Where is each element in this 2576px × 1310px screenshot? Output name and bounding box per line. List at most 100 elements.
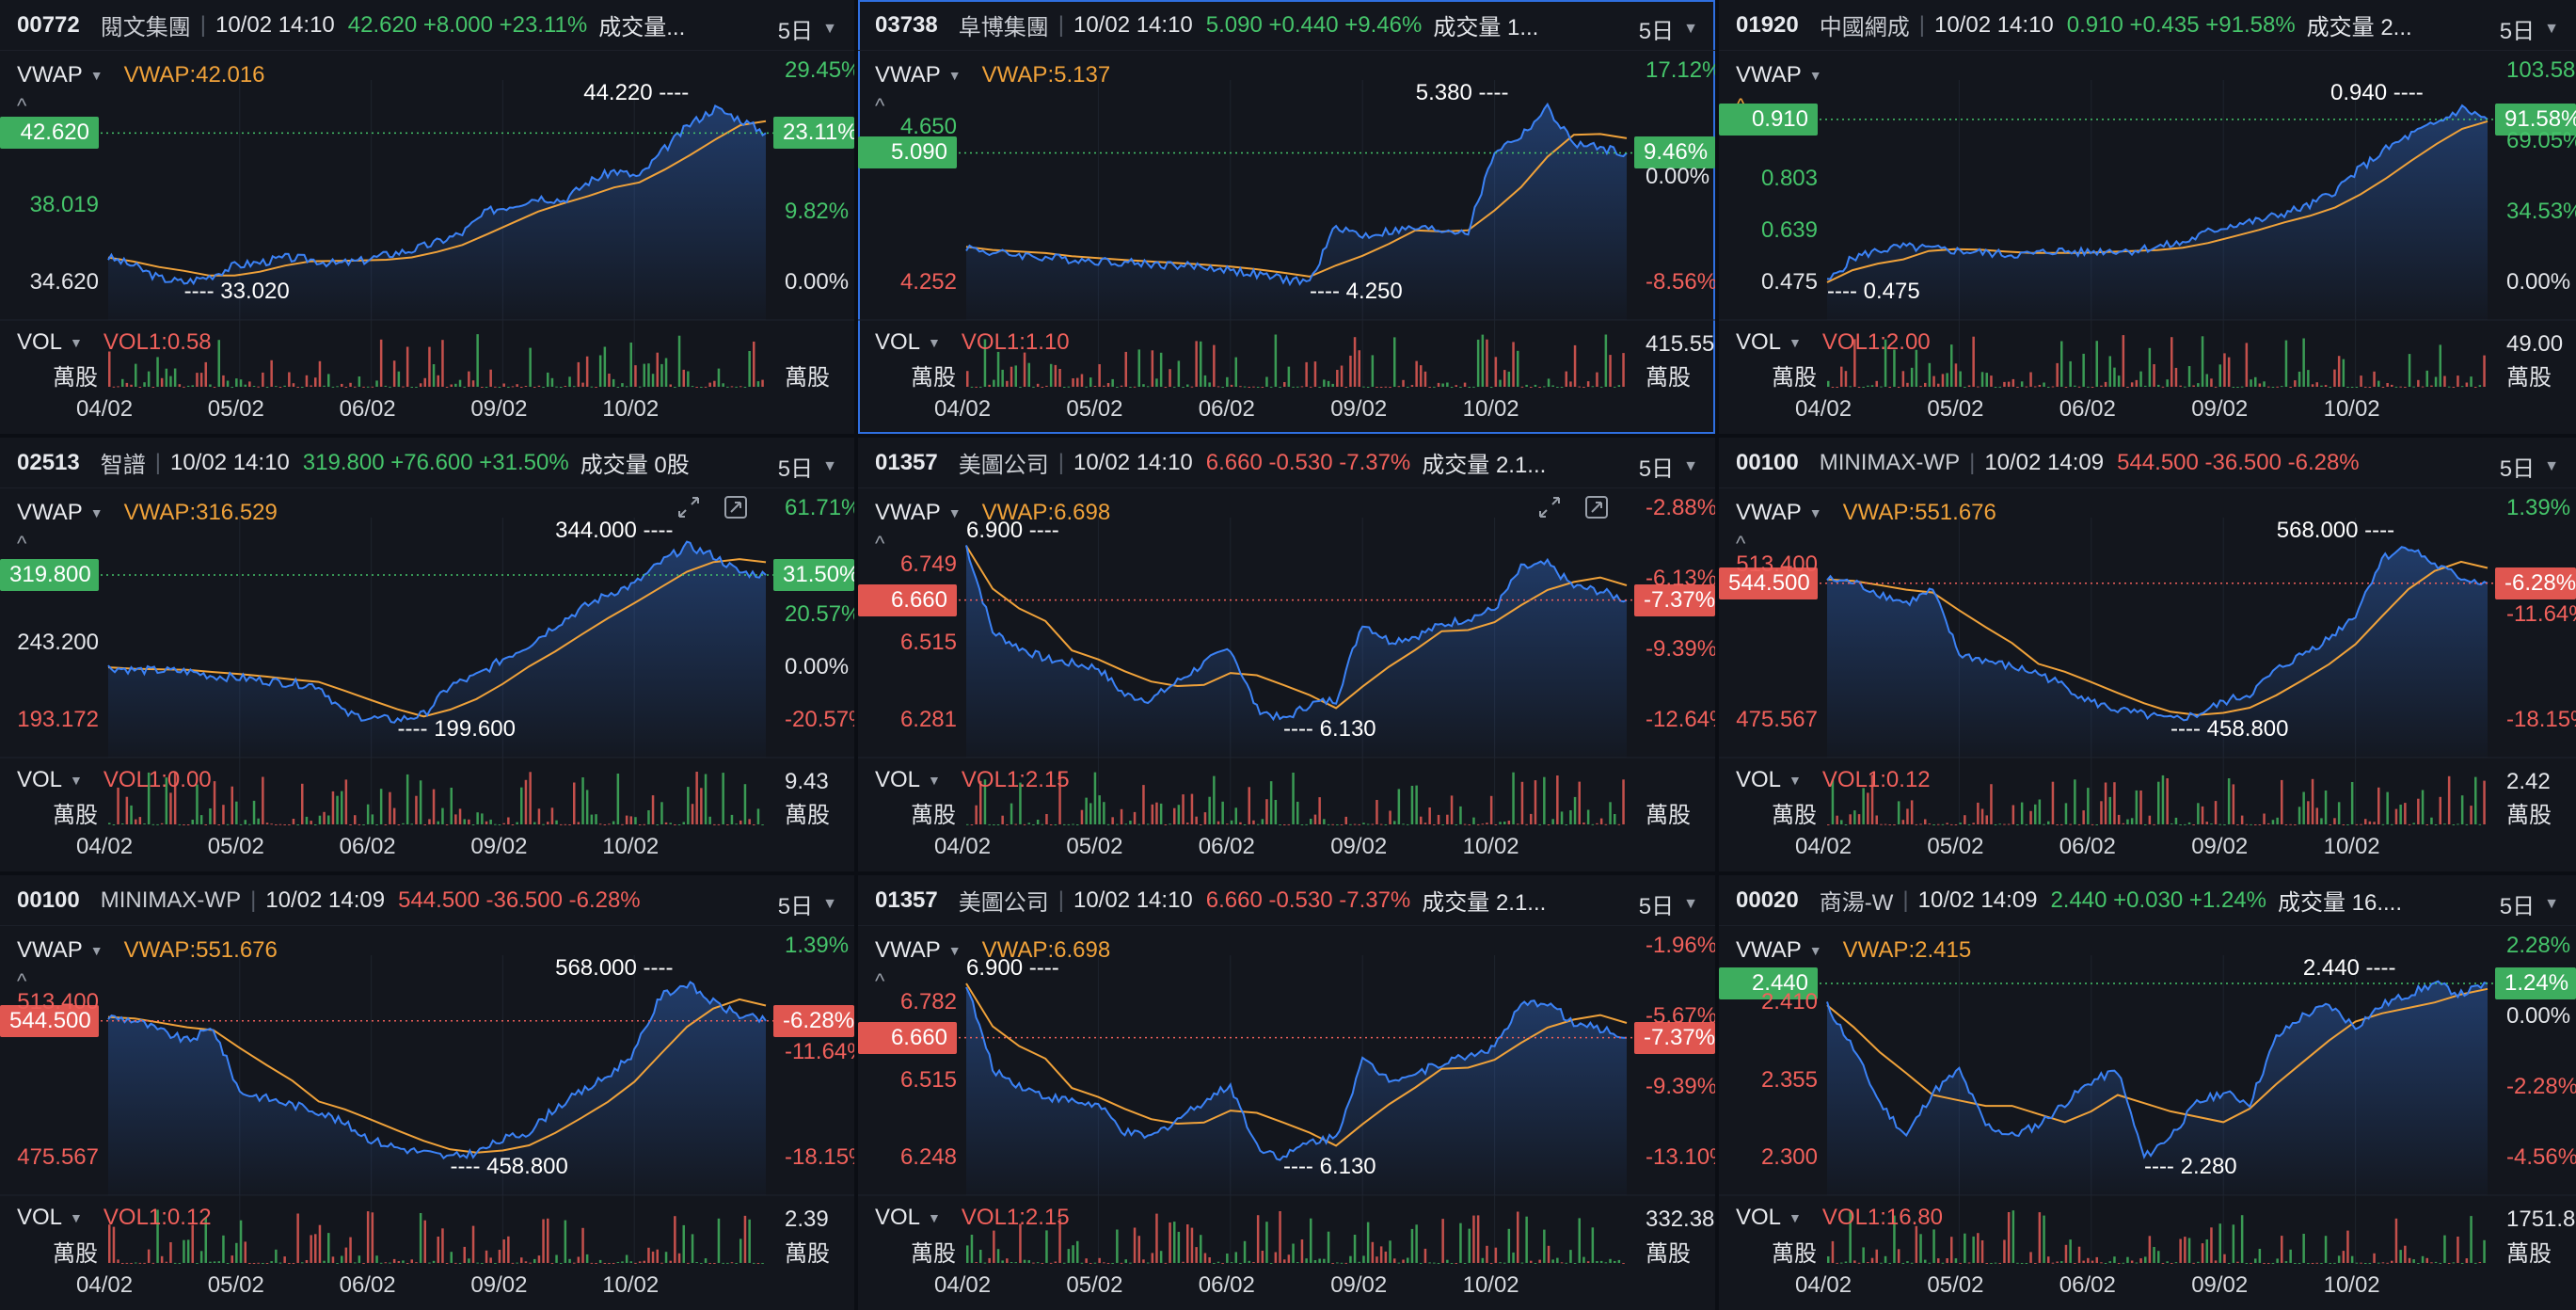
price-chart[interactable] — [1719, 0, 2576, 434]
stock-code[interactable]: 01357 — [875, 887, 938, 913]
expand-arrows-icon[interactable] — [1536, 494, 1563, 520]
expand-arrows-icon[interactable] — [676, 494, 702, 520]
stock-code[interactable]: 00100 — [17, 887, 80, 913]
collapse-icon[interactable]: ^ — [1736, 532, 1746, 555]
volume-bar — [1006, 1258, 1009, 1263]
vwap-indicator[interactable]: VWAP ▼ VWAP:551.676 — [1736, 500, 1996, 526]
volume-indicator[interactable]: VOL ▼ VOL1:0.12 — [1736, 767, 1931, 793]
volume-bar — [2271, 1263, 2275, 1264]
price-chart[interactable] — [1719, 438, 2576, 871]
stock-code[interactable]: 02513 — [17, 449, 80, 475]
stock-code[interactable]: 01920 — [1736, 11, 1799, 38]
chart-panel-00100[interactable]: 00100 MINIMAX-WP | 10/02 14:09 544.500 -36.5… — [0, 875, 854, 1310]
volume-bar — [1463, 382, 1467, 387]
period-selector[interactable]: 5日 ▼ — [2489, 12, 2559, 45]
stock-code[interactable]: 00020 — [1736, 887, 1799, 913]
vwap-indicator[interactable]: VWAP ▼ VWAP:551.676 — [17, 937, 278, 964]
volume-bar — [1857, 387, 1861, 388]
chart-panel-02513[interactable]: 02513 智譜 | 10/02 14:10 319.800 +76.600 +31.5… — [0, 438, 854, 871]
vwap-label: VWAP — [875, 500, 941, 525]
chart-panel-01357[interactable]: 01357 美圖公司 | 10/02 14:10 6.660 -0.530 -7.37%… — [858, 875, 1715, 1310]
volume-bar — [1098, 364, 1101, 387]
volume-bar — [708, 816, 711, 824]
collapse-icon[interactable]: ^ — [17, 532, 27, 555]
collapse-icon[interactable]: ^ — [875, 969, 885, 993]
vwap-indicator[interactable]: VWAP ▼ VWAP:6.698 — [875, 500, 1110, 526]
volume-bar — [392, 1258, 396, 1263]
volume-bar — [1573, 1263, 1577, 1264]
price-area — [966, 104, 1627, 320]
price-chart[interactable] — [858, 875, 1715, 1310]
chart-panel-00100[interactable]: 00100 MINIMAX-WP | 10/02 14:09 544.500 -36.5… — [1719, 438, 2576, 871]
volume-indicator[interactable]: VOL ▼ VOL1:1.10 — [875, 329, 1070, 356]
price-chart[interactable] — [858, 0, 1715, 434]
volume-indicator[interactable]: VOL ▼ VOL1:16.80 — [1736, 1205, 1943, 1231]
volume-indicator[interactable]: VOL ▼ VOL1:2.15 — [875, 1205, 1070, 1231]
chart-panel-01920[interactable]: 01920 中國網成 | 10/02 14:10 0.910 +0.435 +91.58… — [1719, 0, 2576, 434]
collapse-icon[interactable]: ^ — [875, 94, 885, 118]
vwap-indicator[interactable]: VWAP ▼ VWAP:316.529 — [17, 500, 278, 526]
period-selector[interactable]: 5日 ▼ — [768, 887, 837, 920]
collapse-icon[interactable]: ^ — [17, 94, 27, 118]
stock-code[interactable]: 03738 — [875, 11, 938, 38]
period-selector[interactable]: 5日 ▼ — [1629, 12, 1698, 45]
collapse-icon[interactable]: ^ — [875, 532, 885, 555]
period-selector[interactable]: 5日 ▼ — [1629, 887, 1698, 920]
volume-bar — [191, 1224, 194, 1263]
volume-indicator[interactable]: VOL ▼ VOL1:2.00 — [1736, 329, 1931, 356]
stock-code[interactable]: 01357 — [875, 449, 938, 475]
volume-bar — [1164, 1262, 1168, 1264]
price-chart[interactable] — [0, 438, 854, 871]
volume-bar — [1116, 387, 1119, 388]
price-chart[interactable] — [1719, 875, 2576, 1310]
volume-bar — [577, 822, 580, 824]
fullscreen-icon[interactable] — [1583, 494, 1610, 520]
period-selector[interactable]: 5日 ▼ — [2489, 450, 2559, 483]
percent-axis-label: 20.57% — [785, 600, 854, 627]
stock-code[interactable]: 00772 — [17, 11, 80, 38]
volume-bar — [2350, 782, 2354, 824]
volume-bar — [1994, 387, 1997, 388]
price-chart[interactable] — [0, 0, 854, 434]
volume-bar — [1200, 1235, 1202, 1263]
period-selector[interactable]: 5日 ▼ — [2489, 887, 2559, 920]
volume-indicator[interactable]: VOL ▼ VOL1:0.58 — [17, 329, 212, 356]
volume-indicator[interactable]: VOL ▼ VOL1:0.00 — [17, 767, 212, 793]
volume-bar — [296, 387, 299, 388]
period-selector[interactable]: 5日 ▼ — [768, 450, 837, 483]
vwap-line — [1826, 987, 2489, 1124]
volume-bar — [151, 387, 155, 388]
volume-bar — [1010, 1262, 1013, 1263]
price-chart[interactable] — [858, 438, 1715, 871]
volume-bar — [1897, 387, 1900, 388]
volume-bar — [1420, 365, 1423, 387]
volume-bar — [1190, 793, 1194, 824]
date-axis-label: 09/02 — [470, 396, 528, 422]
chart-panel-00772[interactable]: 00772 閱文集團 | 10/02 14:10 42.620 +8.000 +23.1… — [0, 0, 854, 434]
volume-bar — [511, 1262, 515, 1264]
collapse-icon[interactable]: ^ — [17, 969, 27, 993]
volume-bar — [1990, 784, 1993, 824]
volume-bar — [739, 386, 742, 388]
vwap-indicator[interactable]: VWAP ▼ VWAP:6.698 — [875, 937, 1110, 964]
vwap-indicator[interactable]: VWAP ▼ VWAP:2.415 — [1736, 937, 1971, 964]
vwap-indicator[interactable]: VWAP ▼ — [1736, 62, 1843, 88]
chart-panel-00020[interactable]: 00020 商湯-W | 10/02 14:09 2.440 +0.030 +1.24%… — [1719, 875, 2576, 1310]
volume-bar — [301, 387, 304, 388]
volume-bar — [2095, 1256, 2098, 1263]
volume-indicator[interactable]: VOL ▼ VOL1:2.15 — [875, 767, 1070, 793]
period-selector[interactable]: 5日 ▼ — [768, 12, 837, 45]
price-chart[interactable] — [0, 875, 854, 1310]
volume-bar — [1120, 385, 1123, 387]
vwap-indicator[interactable]: VWAP ▼ VWAP:42.016 — [17, 62, 265, 88]
chart-panel-01357[interactable]: 01357 美圖公司 | 10/02 14:10 6.660 -0.530 -7.37%… — [858, 438, 1715, 871]
chart-panel-03738[interactable]: 03738 阜博集團 | 10/02 14:10 5.090 +0.440 +9.46%… — [858, 0, 1715, 434]
volume-bar — [1932, 1229, 1935, 1263]
last-price-tag: 544.500 — [0, 1004, 99, 1037]
fullscreen-icon[interactable] — [723, 494, 749, 520]
stock-code[interactable]: 00100 — [1736, 449, 1799, 475]
volume-indicator[interactable]: VOL ▼ VOL1:0.12 — [17, 1205, 212, 1231]
period-selector[interactable]: 5日 ▼ — [1629, 450, 1698, 483]
volume-bar — [314, 377, 317, 387]
vwap-indicator[interactable]: VWAP ▼ VWAP:5.137 — [875, 62, 1110, 88]
